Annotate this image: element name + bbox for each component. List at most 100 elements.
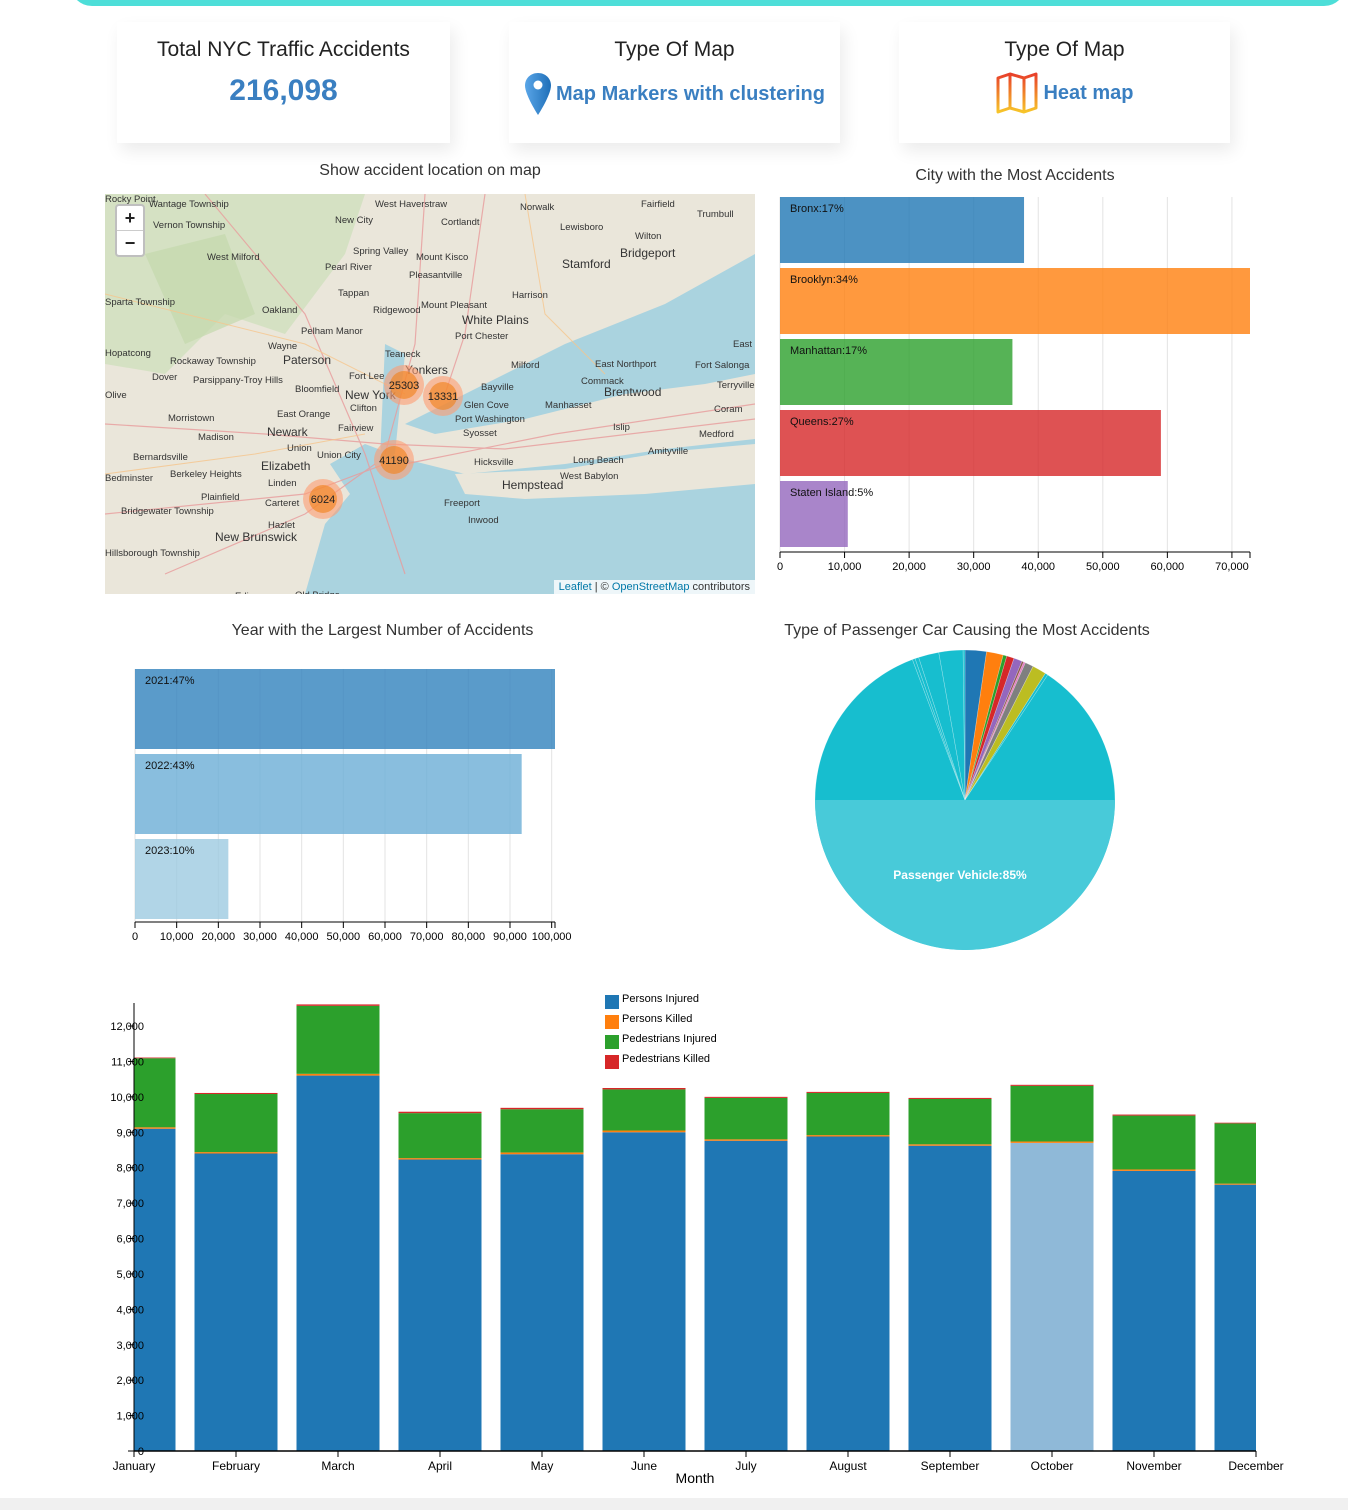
map-pin-icon	[525, 73, 552, 115]
legend-item: Pedestrians Injured	[605, 1033, 717, 1049]
x-tick-label: 30,000	[957, 561, 991, 573]
cluster-count: 13331	[428, 391, 459, 403]
map-place-label: Tappan	[338, 288, 369, 299]
month-bar-march[interactable]	[296, 1004, 380, 1451]
pie-slice[interactable]	[962, 649, 966, 801]
y-tick-label: 4,000	[116, 1304, 144, 1316]
pie-slice[interactable]	[964, 672, 1049, 801]
map-markers-link[interactable]: Map Markers with clustering	[509, 72, 840, 116]
cluster-marker[interactable]: 25303	[384, 365, 424, 405]
month-bar-october[interactable]	[1010, 1084, 1094, 1451]
y-tick-label: 0	[138, 1446, 144, 1458]
map-place-label: Fairview	[338, 423, 374, 434]
bar-segment-persons-killed	[806, 1135, 890, 1137]
osm-link[interactable]: OpenStreetMap	[611, 581, 690, 593]
bar-segment-pedestrians-injured	[1112, 1115, 1196, 1170]
bar-2021[interactable]	[135, 669, 555, 749]
x-tick-label: 80,000	[452, 931, 486, 943]
month-bar-november[interactable]	[1112, 1114, 1196, 1451]
map-title: Show accident location on map	[319, 162, 541, 179]
bar-manhattan[interactable]	[780, 339, 1013, 405]
cluster-marker[interactable]: 41190	[374, 440, 414, 480]
bar-segment-persons-injured	[1010, 1142, 1094, 1451]
x-axis-title: Month	[676, 1470, 715, 1486]
month-bar-august[interactable]	[806, 1091, 890, 1451]
map-place-label: Wilton	[635, 231, 661, 242]
map-place-label: Fort Salonga	[695, 360, 750, 371]
map-place-label: Port Washington	[455, 414, 525, 425]
map-place-label: Union	[287, 443, 312, 454]
map-place-label: Old Bridge	[295, 590, 340, 594]
pie-slice[interactable]	[964, 657, 1023, 801]
x-tick-label: 30,000	[243, 931, 277, 943]
legend-swatch	[605, 1055, 619, 1069]
pie-slice[interactable]	[964, 660, 1025, 801]
map-place-label: Glen Cove	[464, 400, 509, 411]
leaflet-link[interactable]: Leaflet	[558, 581, 592, 593]
attribution-suffix: contributors	[689, 581, 750, 593]
month-bar-february[interactable]	[194, 1092, 278, 1451]
bar-segment-pedestrians-killed	[704, 1096, 788, 1098]
month-bar-january[interactable]	[134, 1057, 176, 1451]
pie-slice[interactable]	[914, 656, 966, 801]
pie-slice[interactable]	[964, 662, 1034, 801]
card-title: Type Of Map	[614, 38, 735, 61]
y-tick-label: 11,000	[111, 1056, 144, 1068]
pie-slice[interactable]	[964, 651, 1004, 801]
month-bar-july[interactable]	[704, 1096, 788, 1451]
bar-segment-pedestrians-killed	[602, 1087, 686, 1090]
map-place-label: Pelham Manor	[301, 326, 363, 337]
bar-segment-pedestrians-killed	[1112, 1114, 1196, 1116]
pie-slice[interactable]	[964, 661, 1026, 801]
pie-slice[interactable]	[918, 651, 966, 801]
map-place-label: Fairfield	[641, 199, 675, 210]
map-place-label: Pleasantville	[409, 270, 462, 281]
map-tiles[interactable]: Wantage Township Vernon Township West Milf…	[105, 194, 755, 594]
bar-queens[interactable]	[780, 410, 1161, 476]
accident-map[interactable]: Wantage Township Vernon Township West Milf…	[105, 194, 755, 594]
y-tick-label: 8,000	[116, 1163, 144, 1175]
map-place-label: Wantage Township	[149, 199, 229, 210]
pie-slice[interactable]	[938, 649, 966, 801]
month-bar-may[interactable]	[500, 1107, 584, 1451]
month-bar-april[interactable]	[398, 1111, 482, 1451]
map-place-label: West Babylon	[560, 471, 618, 482]
pie-slice[interactable]	[912, 658, 966, 801]
pie-slice[interactable]	[964, 655, 1015, 801]
pie-slice[interactable]	[964, 654, 1008, 801]
pie-slice[interactable]	[964, 649, 987, 801]
map-place-label: Madison	[198, 432, 234, 443]
zoom-out-button[interactable]: −	[117, 230, 143, 255]
map-place-label: Wayne	[268, 341, 297, 352]
bar-2022[interactable]	[135, 754, 522, 834]
map-place-label: Vernon Township	[153, 220, 225, 231]
bar-bronx[interactable]	[780, 197, 1025, 263]
cluster-marker[interactable]: 13331	[423, 376, 463, 416]
map-place-label: Islip	[613, 422, 630, 433]
map-place-label: Milford	[511, 360, 540, 371]
map-place-label: Fort Lee	[349, 371, 384, 382]
heat-map-link[interactable]: Heat map	[899, 72, 1230, 114]
month-bar-december[interactable]	[1214, 1122, 1257, 1451]
bar-brooklyn[interactable]	[780, 268, 1250, 334]
y-tick-label: 9,000	[116, 1127, 144, 1139]
zoom-in-button[interactable]: +	[124, 208, 136, 228]
bar-segment-pedestrians-killed	[296, 1004, 380, 1006]
legend-swatch	[605, 1035, 619, 1049]
bar-label: 2022:43%	[145, 760, 195, 772]
bar-2023[interactable]	[135, 839, 229, 919]
map-place-label: Bayville	[481, 382, 514, 393]
pie-slice[interactable]	[964, 665, 1046, 801]
month-bar-september[interactable]	[908, 1097, 992, 1451]
month-stacked-bar-chart: January February March April May June July Augu…	[110, 993, 1283, 1486]
bar-segment-pedestrians-injured	[500, 1109, 584, 1153]
month-bar-june[interactable]	[602, 1087, 686, 1451]
bar-staten-island[interactable]	[780, 481, 848, 547]
cluster-marker[interactable]: 6024	[303, 479, 343, 519]
bar-label: 2023:10%	[145, 845, 195, 857]
cluster-count: 25303	[389, 380, 420, 392]
map-place-label: Sparta Township	[105, 297, 175, 308]
bar-label: Staten Island:5%	[790, 487, 873, 499]
x-tick-label: February	[212, 1459, 260, 1473]
bar-segment-persons-injured	[704, 1140, 788, 1451]
